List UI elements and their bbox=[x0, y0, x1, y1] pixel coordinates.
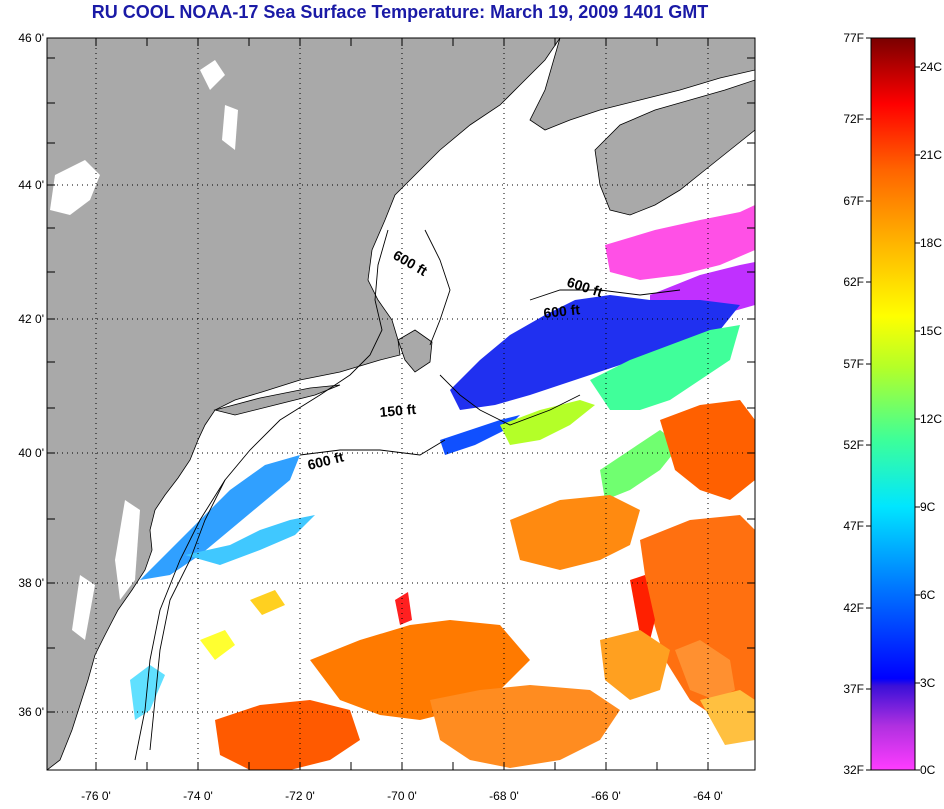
colorbar-f-label: 67F bbox=[843, 194, 864, 208]
lon-label: -76 0' bbox=[81, 789, 111, 803]
map-title: RU COOL NOAA-17 Sea Surface Temperature:… bbox=[91, 2, 709, 22]
colorbar-f-label: 77F bbox=[843, 31, 864, 45]
colorbar: 77F 72F 67F 62F 57F 52F 47F 42F 37F 32F … bbox=[843, 31, 942, 777]
colorbar-c-label: 0C bbox=[920, 763, 936, 777]
nova-scotia-land bbox=[594, 79, 755, 216]
colorbar-f-label: 62F bbox=[843, 275, 864, 289]
colorbar-f-label: 57F bbox=[843, 357, 864, 371]
colorbar-c-label: 12C bbox=[920, 412, 942, 426]
colorbar-c-label: 15C bbox=[920, 324, 942, 338]
bathymetry-contours bbox=[134, 229, 681, 761]
colorbar-c-label: 21C bbox=[920, 148, 942, 162]
lon-label: -66 0' bbox=[591, 789, 621, 803]
colorbar-f-label: 47F bbox=[843, 519, 864, 533]
lat-label: 46 0' bbox=[18, 31, 44, 45]
contour-label-4: 150 ft bbox=[379, 401, 417, 420]
lon-label: -72 0' bbox=[285, 789, 315, 803]
us-mainland-land bbox=[47, 38, 561, 770]
colorbar-f-label: 32F bbox=[843, 763, 864, 777]
longitude-labels: -76 0' -74 0' -72 0' -70 0' -68 0' -66 0… bbox=[81, 789, 723, 803]
cape-cod-land bbox=[397, 329, 433, 373]
lat-label: 44 0' bbox=[18, 178, 44, 192]
lat-label: 36 0' bbox=[18, 705, 44, 719]
lon-label: -70 0' bbox=[387, 789, 417, 803]
colorbar-c-label: 18C bbox=[920, 236, 942, 250]
lat-label: 38 0' bbox=[18, 576, 44, 590]
colorbar-c-label: 6C bbox=[920, 588, 936, 602]
lat-label: 40 0' bbox=[18, 446, 44, 460]
colorbar-gradient bbox=[870, 37, 916, 771]
lat-label: 42 0' bbox=[18, 312, 44, 326]
latitude-labels: 46 0' 44 0' 42 0' 40 0' 38 0' 36 0' bbox=[18, 31, 44, 719]
colorbar-f-label: 37F bbox=[843, 682, 864, 696]
colorbar-c-label: 3C bbox=[920, 676, 936, 690]
colorbar-f-label: 42F bbox=[843, 601, 864, 615]
lon-label: -74 0' bbox=[183, 789, 213, 803]
lon-label: -64 0' bbox=[693, 789, 723, 803]
contour-label-3: 600 ft bbox=[543, 301, 581, 321]
frame-ticks bbox=[47, 38, 755, 770]
colorbar-c-label: 24C bbox=[920, 60, 942, 74]
colorbar-f-label: 72F bbox=[843, 112, 864, 126]
map-plot-area: 600 ft 600 ft 600 ft 150 ft 600 ft bbox=[47, 38, 755, 770]
lon-label: -68 0' bbox=[489, 789, 519, 803]
colorbar-c-label: 9C bbox=[920, 500, 936, 514]
sst-patches bbox=[130, 205, 755, 770]
map-frame bbox=[46, 37, 756, 771]
nb-land bbox=[529, 38, 755, 131]
graticule bbox=[47, 38, 755, 770]
colorbar-f-label: 52F bbox=[843, 438, 864, 452]
